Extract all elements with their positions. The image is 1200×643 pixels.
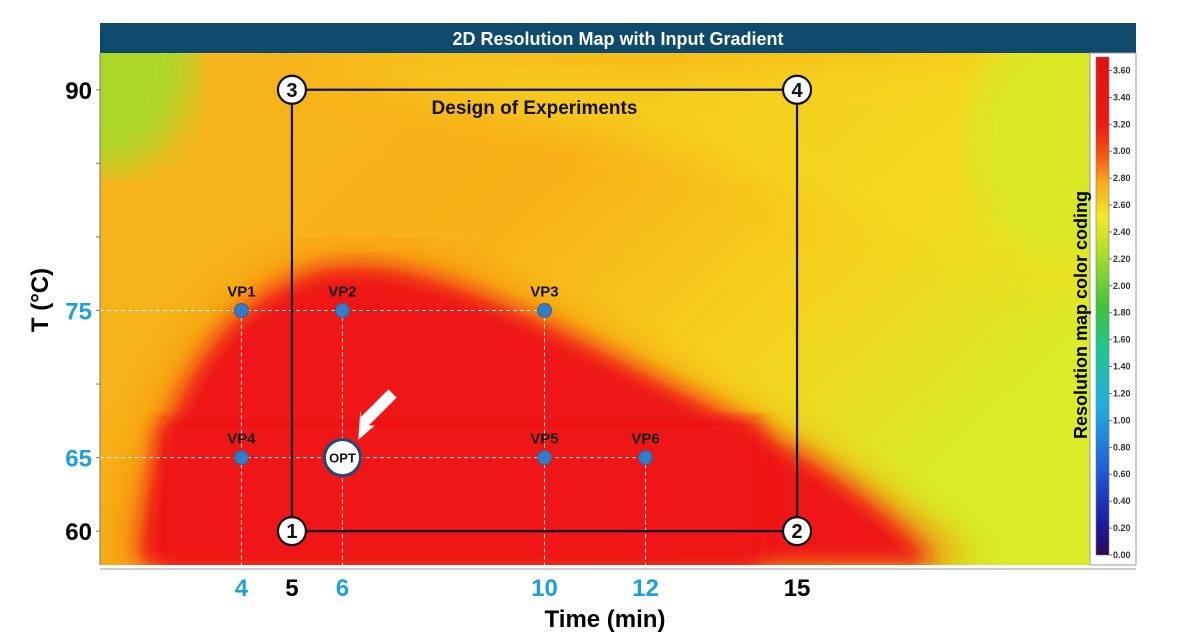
colorbar-tick-label: 2.60 — [1113, 200, 1131, 210]
x-tick-label: 5 — [285, 575, 298, 602]
colorbar-tick-label: 1.80 — [1113, 308, 1131, 318]
y-tick-label: 60 — [65, 519, 92, 546]
design-of-experiments: Design of Experiments 1 2 3 4 — [276, 74, 813, 547]
doe-label: Design of Experiments — [432, 98, 638, 119]
colorbar-tick-label: 1.40 — [1113, 362, 1131, 372]
colorbar-tick-label: 2.80 — [1113, 173, 1131, 183]
colorbar-tick-label: 3.00 — [1113, 146, 1131, 156]
x-tick-label: 6 — [336, 575, 349, 602]
colorbar-tick-label: 2.00 — [1113, 281, 1131, 291]
y-tick-label: 65 — [65, 446, 92, 473]
colorbar-tick-label: 3.60 — [1113, 65, 1131, 75]
colorbar-label: Resolution map color coding — [1071, 191, 1091, 439]
optimum-marker: OPT — [322, 389, 397, 478]
optimum-label: OPT — [329, 451, 356, 466]
heatmap — [100, 53, 1090, 565]
doe-corner-marker — [781, 74, 813, 105]
colorbar-tick-label: 3.40 — [1113, 92, 1131, 102]
colorbar-tick-label: 1.20 — [1113, 388, 1131, 398]
doe-corner-label: 2 — [791, 521, 802, 543]
colorbar-tick-label: 3.20 — [1113, 119, 1131, 129]
colorbar-tick-label: 0.00 — [1113, 550, 1131, 560]
verification-point — [334, 302, 350, 318]
verification-point — [638, 450, 654, 466]
y-axis-label: T (°C) — [27, 268, 54, 332]
arrow-icon — [358, 389, 397, 441]
verification-point-label: VP6 — [631, 431, 659, 448]
guide-lines — [100, 309, 647, 565]
x-tick-label: 4 — [235, 575, 249, 602]
doe-corner-marker — [276, 74, 308, 105]
optimum-point — [322, 438, 362, 478]
verification-point — [233, 450, 249, 466]
colorbar-tick-label: 0.80 — [1113, 442, 1131, 452]
y-tick-label: 75 — [65, 298, 92, 325]
y-tick-label: 90 — [65, 78, 92, 105]
colorbar-tick-label: 1.60 — [1113, 335, 1131, 345]
verification-point-label: VP1 — [227, 283, 255, 300]
doe-corner-label: 4 — [791, 80, 803, 102]
doe-corner-label: 1 — [286, 521, 297, 543]
verification-points: VP1 VP2 VP3 VP4 VP5 VP6 — [227, 283, 660, 466]
x-tick-label: 15 — [784, 575, 811, 602]
x-tick-label: 12 — [632, 575, 659, 602]
colorbar-tick-label: 2.20 — [1113, 254, 1131, 264]
colorbar-ticks: 0.00 0.20 0.40 0.60 0.80 1.00 1.20 1.40 1.60 1.80… — [1109, 65, 1131, 560]
colorbar: 0.00 0.20 0.40 0.60 0.80 1.00 1.20 1.40 1.60 1.80… — [1071, 52, 1137, 566]
doe-corner-label: 3 — [286, 80, 297, 102]
verification-point-label: VP3 — [530, 283, 558, 300]
verification-point — [536, 302, 552, 318]
verification-point-label: VP5 — [530, 431, 558, 448]
verification-point-label: VP4 — [227, 431, 256, 448]
colorbar-tick-label: 0.20 — [1113, 523, 1131, 533]
x-tick-label: 10 — [531, 575, 558, 602]
chart-title: 2D Resolution Map with Input Gradient — [453, 29, 784, 49]
doe-corner-marker — [781, 516, 813, 547]
colorbar-tick-label: 0.60 — [1113, 469, 1131, 479]
verification-point — [536, 450, 552, 466]
colorbar-tick-label: 1.00 — [1113, 415, 1131, 425]
verification-point-label: VP2 — [328, 283, 356, 300]
verification-point — [233, 302, 249, 318]
doe-corner-marker — [276, 516, 308, 547]
x-axis-label: Time (min) — [545, 606, 666, 633]
title-bar: 2D Resolution Map with Input Gradient — [100, 23, 1136, 53]
colorbar-tick-label: 2.40 — [1113, 227, 1131, 237]
colorbar-tick-label: 0.40 — [1113, 496, 1131, 506]
